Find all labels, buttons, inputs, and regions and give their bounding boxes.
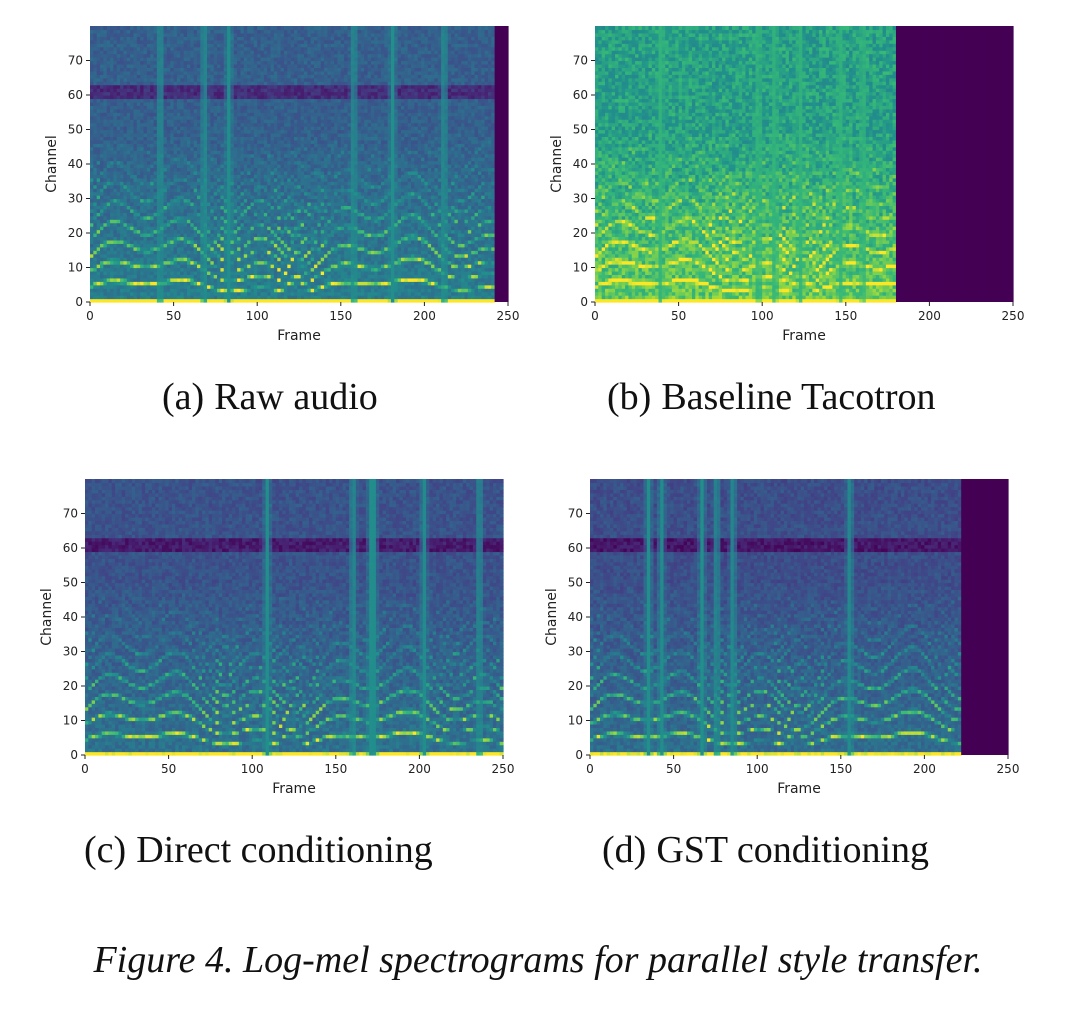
y-tick-label: 0 — [580, 295, 588, 309]
y-tick-label: 10 — [573, 261, 588, 275]
spectrogram-panel-b: 0 50 100 150 200 250 0 10 20 30 40 50 60 70 Frame Chann… — [545, 20, 1035, 350]
spectrogram-panel-a: 0 50 100 150 200 250 0 10 20 30 40 50 60 70 Frame Chann… — [40, 20, 530, 350]
y-tick-label: 30 — [68, 192, 83, 206]
y-axis-label: Channel — [44, 135, 60, 192]
subcaption-b: (b) Baseline Tacotron — [607, 375, 935, 419]
x-tick-label: 200 — [913, 762, 936, 776]
x-tick-label: 150 — [329, 309, 352, 323]
y-tick-label: 40 — [568, 610, 583, 624]
figure-caption-text: Log-mel spectrograms for parallel style … — [243, 939, 983, 981]
x-tick-label: 0 — [586, 762, 594, 776]
y-tick-label: 70 — [573, 54, 588, 68]
y-tick-label: 20 — [63, 679, 78, 693]
spectrogram-chart-d: 0 50 100 150 200 250 0 10 20 30 40 50 60 70 Frame Chann… — [544, 479, 1020, 797]
spectrogram-panel-c: 0 50 100 150 200 250 0 10 20 30 40 50 60 70 Frame Chann… — [35, 473, 525, 803]
y-tick-label: 40 — [63, 610, 78, 624]
spectrogram-heatmap — [85, 479, 504, 756]
y-tick-label: 40 — [68, 157, 83, 171]
x-tick-label: 50 — [671, 309, 686, 323]
x-tick-label: 0 — [591, 309, 599, 323]
x-tick-label: 100 — [751, 309, 774, 323]
subcaption-letter: (a) — [162, 376, 204, 418]
y-tick-label: 50 — [573, 123, 588, 137]
x-tick-label: 250 — [1002, 309, 1025, 323]
y-tick-label: 60 — [68, 88, 83, 102]
x-tick-label: 100 — [246, 309, 269, 323]
y-tick-label: 60 — [568, 541, 583, 555]
x-tick-label: 150 — [834, 309, 857, 323]
y-axis-label: Channel — [549, 135, 565, 192]
y-tick-label: 20 — [573, 226, 588, 240]
y-tick-label: 20 — [68, 226, 83, 240]
y-tick-label: 0 — [75, 295, 83, 309]
y-tick-label: 30 — [63, 645, 78, 659]
subcaption-letter: (c) — [84, 829, 126, 871]
spectrogram-chart-c: 0 50 100 150 200 250 0 10 20 30 40 50 60 70 Frame Chann… — [39, 479, 515, 797]
y-tick-label: 70 — [568, 507, 583, 521]
subcaption-title: GST conditioning — [656, 829, 929, 871]
y-tick-label: 20 — [568, 679, 583, 693]
x-axis-label: Frame — [782, 328, 826, 344]
y-tick-label: 50 — [68, 123, 83, 137]
x-tick-label: 150 — [829, 762, 852, 776]
subcaption-d: (d) GST conditioning — [602, 828, 929, 872]
y-tick-label: 10 — [63, 714, 78, 728]
x-tick-label: 250 — [497, 309, 520, 323]
y-tick-label: 50 — [63, 576, 78, 590]
subcaption-letter: (b) — [607, 376, 651, 418]
spectrogram-chart-b: 0 50 100 150 200 250 0 10 20 30 40 50 60 70 Frame Chann… — [549, 26, 1025, 344]
y-tick-label: 0 — [70, 748, 78, 762]
y-tick-label: 30 — [573, 192, 588, 206]
spectrogram-heatmap — [595, 26, 1014, 303]
subcaption-title: Raw audio — [214, 376, 378, 418]
figure-caption: Figure 4. Log-mel spectrograms for paral… — [0, 938, 1076, 982]
x-tick-label: 50 — [666, 762, 681, 776]
figure-caption-label: Figure 4. — [93, 939, 233, 981]
spectrogram-heatmap — [90, 26, 509, 303]
subcaption-title: Baseline Tacotron — [661, 376, 935, 418]
y-tick-label: 30 — [568, 645, 583, 659]
y-tick-label: 70 — [63, 507, 78, 521]
x-tick-label: 100 — [241, 762, 264, 776]
y-tick-label: 60 — [573, 88, 588, 102]
x-axis-label: Frame — [277, 328, 321, 344]
y-tick-label: 40 — [573, 157, 588, 171]
x-tick-label: 200 — [413, 309, 436, 323]
x-axis-label: Frame — [777, 781, 821, 797]
subcaption-title: Direct conditioning — [136, 829, 433, 871]
y-axis-label: Channel — [39, 588, 55, 645]
y-tick-label: 10 — [568, 714, 583, 728]
subcaption-letter: (d) — [602, 829, 646, 871]
y-tick-label: 10 — [68, 261, 83, 275]
x-tick-label: 50 — [161, 762, 176, 776]
x-tick-label: 250 — [997, 762, 1020, 776]
x-tick-label: 200 — [408, 762, 431, 776]
y-axis-label: Channel — [544, 588, 560, 645]
x-axis-label: Frame — [272, 781, 316, 797]
x-tick-label: 0 — [86, 309, 94, 323]
x-tick-label: 0 — [81, 762, 89, 776]
spectrogram-panel-d: 0 50 100 150 200 250 0 10 20 30 40 50 60 70 Frame Chann… — [540, 473, 1030, 803]
x-tick-label: 50 — [166, 309, 181, 323]
subcaption-a: (a) Raw audio — [162, 375, 378, 419]
x-tick-label: 200 — [918, 309, 941, 323]
y-tick-label: 60 — [63, 541, 78, 555]
x-tick-label: 250 — [492, 762, 515, 776]
spectrogram-chart-a: 0 50 100 150 200 250 0 10 20 30 40 50 60 70 Frame Chann… — [44, 26, 520, 344]
y-tick-label: 70 — [68, 54, 83, 68]
subcaption-c: (c) Direct conditioning — [84, 828, 433, 872]
y-tick-label: 50 — [568, 576, 583, 590]
y-tick-label: 0 — [575, 748, 583, 762]
spectrogram-heatmap — [590, 479, 1009, 756]
x-tick-label: 150 — [324, 762, 347, 776]
x-tick-label: 100 — [746, 762, 769, 776]
